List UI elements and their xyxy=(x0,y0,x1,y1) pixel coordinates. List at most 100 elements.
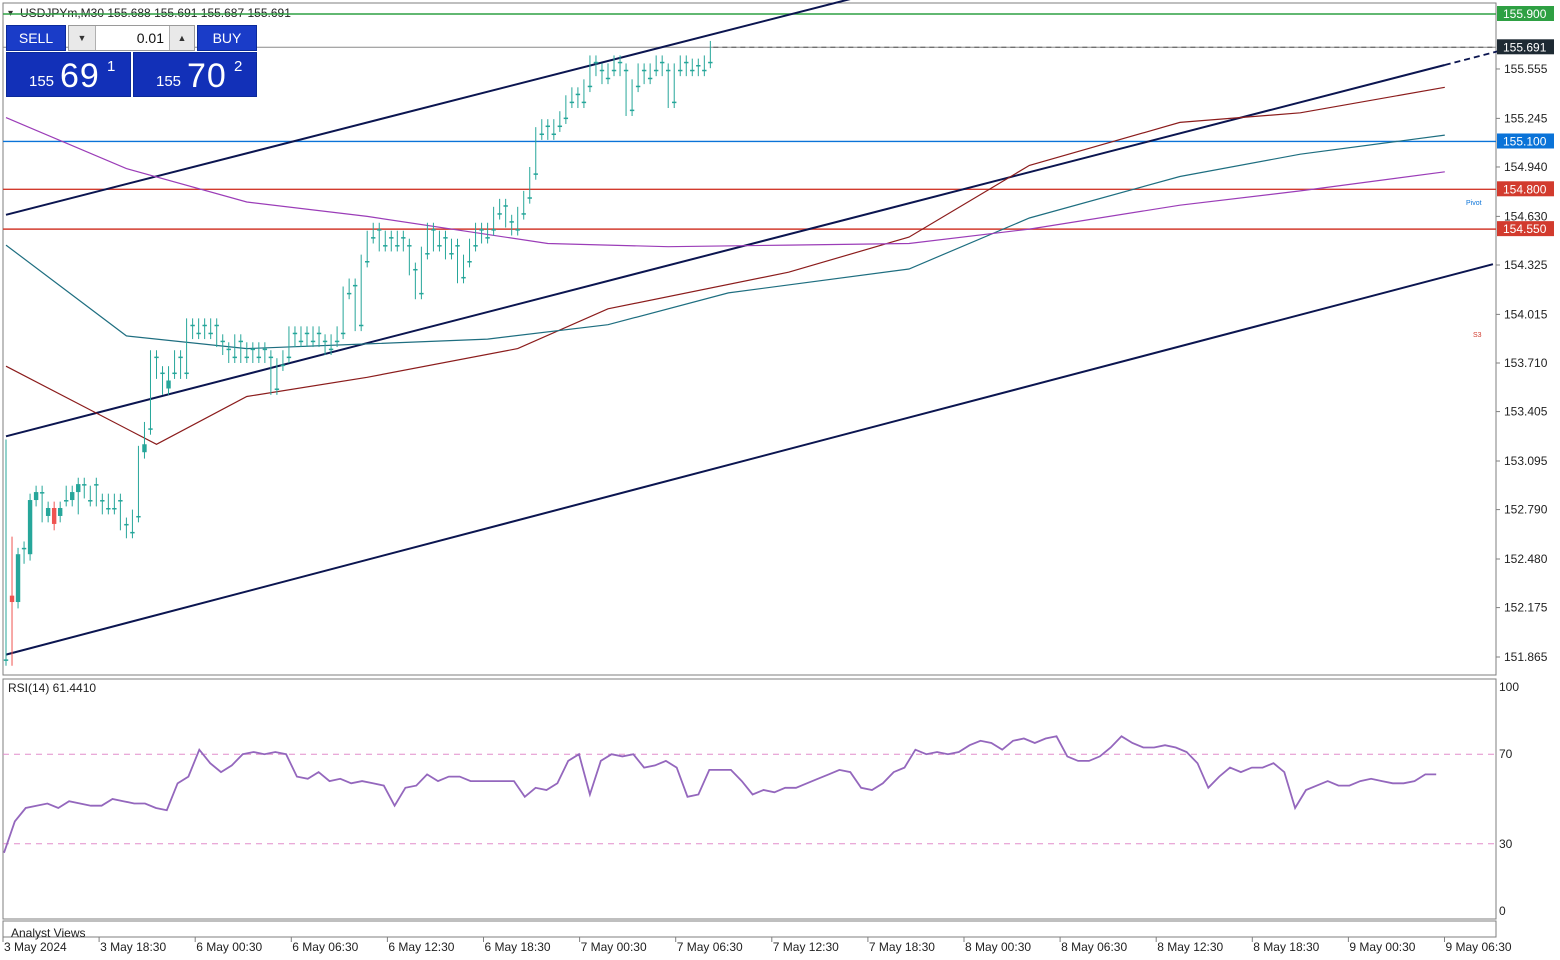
s3-label: S3 xyxy=(1473,332,1482,339)
candle-body xyxy=(184,372,189,375)
candle-body xyxy=(100,500,105,502)
rsi-line xyxy=(3,735,1437,854)
price-tick-label: 154.015 xyxy=(1504,307,1548,321)
candle-body xyxy=(533,173,538,175)
candle-body xyxy=(575,93,581,96)
time-tick-label: 6 May 18:30 xyxy=(485,940,551,954)
candle-body xyxy=(515,229,520,231)
candle-body xyxy=(286,356,292,359)
candle-body xyxy=(599,69,605,72)
candle-body xyxy=(316,332,322,335)
candle-body xyxy=(449,253,454,255)
candle-body xyxy=(690,69,695,72)
buy-price-big: 70 xyxy=(187,57,227,95)
candle-body xyxy=(377,229,382,231)
candle-body xyxy=(130,531,135,534)
candle-body xyxy=(160,372,165,375)
candle-body xyxy=(617,61,623,64)
rsi-frame xyxy=(2,678,1497,920)
candles xyxy=(3,40,1494,666)
candle-body xyxy=(593,61,599,64)
candle-body xyxy=(509,221,514,223)
lot-increase-icon[interactable]: ▲ xyxy=(169,26,194,50)
price-label: 155.691 xyxy=(1503,40,1547,54)
candle-body xyxy=(557,125,563,128)
moving-average-line xyxy=(5,134,1445,350)
candle-body xyxy=(479,229,484,231)
buy-button[interactable]: BUY xyxy=(197,25,257,51)
price-tick-label: 152.175 xyxy=(1504,601,1548,615)
sell-price-sup: 1 xyxy=(107,58,116,75)
price-tick-label: 154.325 xyxy=(1504,258,1548,272)
price-tick-label: 152.790 xyxy=(1504,503,1548,517)
candle-body xyxy=(3,659,9,661)
candle-body xyxy=(136,515,141,518)
candle-body xyxy=(250,348,256,351)
candle-body xyxy=(51,508,57,524)
time-tick-label: 6 May 12:30 xyxy=(388,940,454,954)
time-tick-label: 7 May 00:30 xyxy=(581,940,647,954)
candle-body xyxy=(334,340,340,343)
candle-body xyxy=(346,292,352,295)
candle-body xyxy=(653,69,659,72)
candle-body xyxy=(172,372,177,375)
candle-body xyxy=(473,245,478,247)
lot-decrease-icon[interactable]: ▼ xyxy=(69,26,96,50)
candle-body xyxy=(431,229,436,231)
trend-channel[interactable] xyxy=(5,0,1500,656)
main-chart-frame xyxy=(2,2,1497,676)
price-tick-label: 155.555 xyxy=(1504,62,1548,76)
candle-body xyxy=(587,85,593,88)
candle-body xyxy=(527,197,532,199)
candle-body xyxy=(15,554,21,603)
candle-body xyxy=(437,245,442,247)
candle-body xyxy=(443,237,448,239)
candle-body xyxy=(666,69,671,72)
price-label: 155.900 xyxy=(1503,7,1547,21)
candle-body xyxy=(551,133,557,136)
time-tick-label: 8 May 06:30 xyxy=(1061,940,1127,954)
time-tick-label: 9 May 00:30 xyxy=(1349,940,1415,954)
time-tick-label: 6 May 00:30 xyxy=(196,940,262,954)
candle-body xyxy=(340,332,346,335)
candle-body xyxy=(581,101,587,104)
candle-body xyxy=(605,77,611,80)
candle-body xyxy=(244,356,249,359)
candle-body xyxy=(9,595,15,603)
time-tick-label: 7 May 12:30 xyxy=(773,940,839,954)
sell-button[interactable]: SELL xyxy=(6,25,66,51)
candle-body xyxy=(232,356,237,359)
time-tick-label: 8 May 12:30 xyxy=(1157,940,1223,954)
candle-body xyxy=(623,69,629,72)
rsi-axis: 100 70 30 0 xyxy=(1499,680,1519,918)
candle-body xyxy=(76,484,81,493)
rsi-tick-label: 0 xyxy=(1499,904,1506,918)
candle-body xyxy=(635,85,641,88)
candle-body xyxy=(328,348,334,351)
price-tick-label: 152.480 xyxy=(1504,552,1548,566)
candle-body xyxy=(358,324,364,327)
price-tick-label: 154.940 xyxy=(1504,160,1548,174)
price-axis: 155.555 155.245 154.940 154.630 154.325 154.0… xyxy=(1496,62,1548,664)
candle-body xyxy=(166,380,171,389)
lot-size-value[interactable]: 0.01 xyxy=(136,30,164,46)
candle-body xyxy=(352,284,358,287)
candle-body xyxy=(521,213,526,215)
candle-body xyxy=(365,261,370,263)
sell-price-box[interactable]: 155 69 1 xyxy=(6,52,131,97)
lot-size-field[interactable]: ▼ 0.01 ▲ xyxy=(68,25,195,51)
candle-body xyxy=(148,428,153,430)
analyst-views-label[interactable]: Analyst Views xyxy=(11,926,85,940)
time-tick-label: 8 May 00:30 xyxy=(965,940,1031,954)
candle-body xyxy=(539,133,544,136)
candle-body xyxy=(202,324,207,327)
candle-body xyxy=(413,268,418,271)
buy-price-box[interactable]: 155 70 2 xyxy=(133,52,257,97)
price-tick-label: 153.405 xyxy=(1504,405,1548,419)
candle-body xyxy=(503,205,508,207)
price-label-box xyxy=(1497,181,1554,197)
candle-body xyxy=(256,356,262,359)
candle-body xyxy=(45,508,51,516)
candle-body xyxy=(647,77,653,80)
